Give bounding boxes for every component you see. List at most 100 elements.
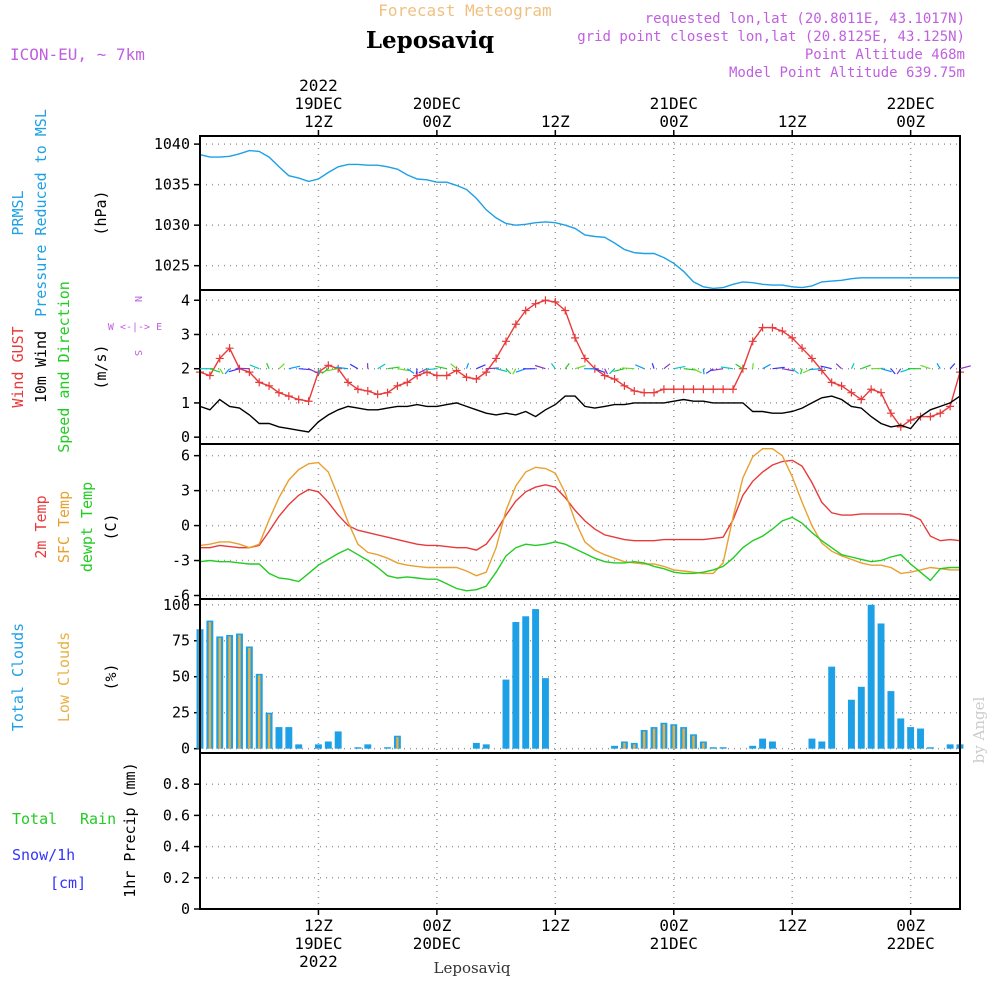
gust-marker <box>353 385 362 394</box>
temp-labels: 2m Temp SFC Temp dewpt Temp (C) <box>32 482 120 572</box>
compass-we: W <-|-> E <box>108 322 162 333</box>
y-tick-label: 0 <box>181 900 190 918</box>
wind-arrow <box>387 366 400 370</box>
sfc-temp-label: SFC Temp <box>55 491 73 563</box>
gust-marker <box>768 323 777 332</box>
pressure-unit: (hPa) <box>92 190 110 235</box>
x-tick-label-top: 12Z <box>778 112 807 131</box>
wind-labels: Wind GUST 10m Wind Speed and Direction (… <box>9 281 162 453</box>
panel-wind: 0 1 2 3 4 <box>181 289 964 446</box>
total-cloud-bar <box>532 609 540 749</box>
wind-arrow <box>720 366 734 370</box>
wind-arrow <box>663 363 671 370</box>
gust-marker <box>363 386 372 395</box>
wind-arrow <box>321 368 329 374</box>
wind-arrow <box>594 368 605 373</box>
gust-marker <box>610 374 619 383</box>
y-tick-label: 4 <box>181 291 190 309</box>
wind-arrow <box>705 368 714 374</box>
wind-arrow <box>896 368 902 375</box>
gust-marker <box>659 385 668 394</box>
panel-frame <box>199 752 961 910</box>
series-line-0 <box>200 459 961 551</box>
wind-arrow <box>782 368 795 372</box>
dewpt-label: dewpt Temp <box>78 482 96 572</box>
panel-precip: 0 0.2 0.4 0.6 0.8 <box>163 752 961 918</box>
total-cloud-bar <box>759 738 767 749</box>
x-tick-label-top: 12Z <box>541 112 570 131</box>
wind-arrow <box>335 366 349 370</box>
y-tick-label: 3 <box>181 482 190 500</box>
model-altitude: Model Point Altitude 639.75m <box>729 65 965 81</box>
wind-arrow <box>683 368 696 371</box>
wind-arrow <box>505 368 512 375</box>
temp2m-label: 2m Temp <box>32 495 50 558</box>
total-cloud-bar <box>897 718 905 749</box>
gust-marker <box>541 296 550 305</box>
requested-coords: requested lon,lat (20.8011E, 43.1017N) <box>645 11 965 27</box>
y-tick-label: 0 <box>181 428 190 446</box>
wind-unit: (m/s) <box>92 344 110 389</box>
wind-arrow <box>835 363 842 370</box>
gust-marker <box>748 337 757 346</box>
y-tick-label: 0 <box>181 740 190 758</box>
wind-arrow <box>651 362 655 369</box>
wind-arrow <box>349 363 359 370</box>
gust-marker <box>432 371 441 380</box>
wind-arrow <box>435 365 447 370</box>
x-tick-label-top: 2022 <box>299 76 338 95</box>
y-tick-label: 0.6 <box>163 806 190 824</box>
rain-label: Rain <box>80 810 116 828</box>
x-tick-label-bottom: 00Z <box>896 916 925 935</box>
wind-arrow <box>228 368 240 373</box>
x-tick-label-top: 12Z <box>304 112 333 131</box>
wind-arrow <box>397 368 410 372</box>
gust-marker <box>580 354 589 363</box>
gust-marker <box>886 409 895 418</box>
y-tick-label: 6 <box>181 447 190 465</box>
y-tick-label: 1035 <box>154 176 190 194</box>
x-tick-label-top: 00Z <box>659 112 688 131</box>
wind-arrow <box>820 365 832 370</box>
panel-frame <box>199 135 961 291</box>
gust-marker <box>274 388 283 397</box>
low-cloud-bar <box>208 622 212 749</box>
x-tick-label-bottom: 12Z <box>304 916 333 935</box>
total-cloud-bar <box>334 731 342 749</box>
compass-south: S <box>132 350 143 356</box>
total-cloud-bar <box>946 744 954 749</box>
total-cloud-bar <box>472 742 480 749</box>
gust-marker <box>640 388 649 397</box>
temp-unit: (C) <box>102 513 120 540</box>
total-cloud-bar <box>324 741 332 749</box>
panel-temperature: -6 -3 0 3 6 <box>172 443 961 605</box>
y-tick-label: -3 <box>172 552 190 570</box>
total-cloud-bar <box>877 623 885 749</box>
gust-marker <box>521 306 530 315</box>
wind-arrow <box>861 364 872 370</box>
total-label: Total <box>12 810 57 828</box>
total-cloud-bar <box>295 744 303 749</box>
prmsl-label: PRMSL <box>9 190 27 235</box>
low-cloud-bar <box>267 714 271 749</box>
gust-marker <box>442 371 451 380</box>
gust-marker <box>482 368 491 377</box>
wind-arrow <box>608 368 615 375</box>
gust-marker <box>630 386 639 395</box>
gust-marker <box>373 390 382 399</box>
total-cloud-bar <box>502 679 510 749</box>
total-cloud-bar <box>926 747 934 749</box>
wind-dir-label: Speed and Direction <box>55 281 73 453</box>
low-cloud-bar <box>702 742 705 749</box>
gust-marker <box>413 371 422 380</box>
y-tick-label: 3 <box>181 325 190 343</box>
gust-marker <box>324 361 333 370</box>
wind-arrow <box>266 362 270 369</box>
total-cloud-bar <box>482 744 490 749</box>
total-cloud-bar <box>769 741 776 749</box>
wind-arrow <box>621 367 635 370</box>
y-tick-label: 1030 <box>154 216 190 234</box>
wind-arrows <box>200 362 971 375</box>
total-cloud-bar <box>828 666 836 749</box>
total-cloud-bar <box>867 604 875 749</box>
